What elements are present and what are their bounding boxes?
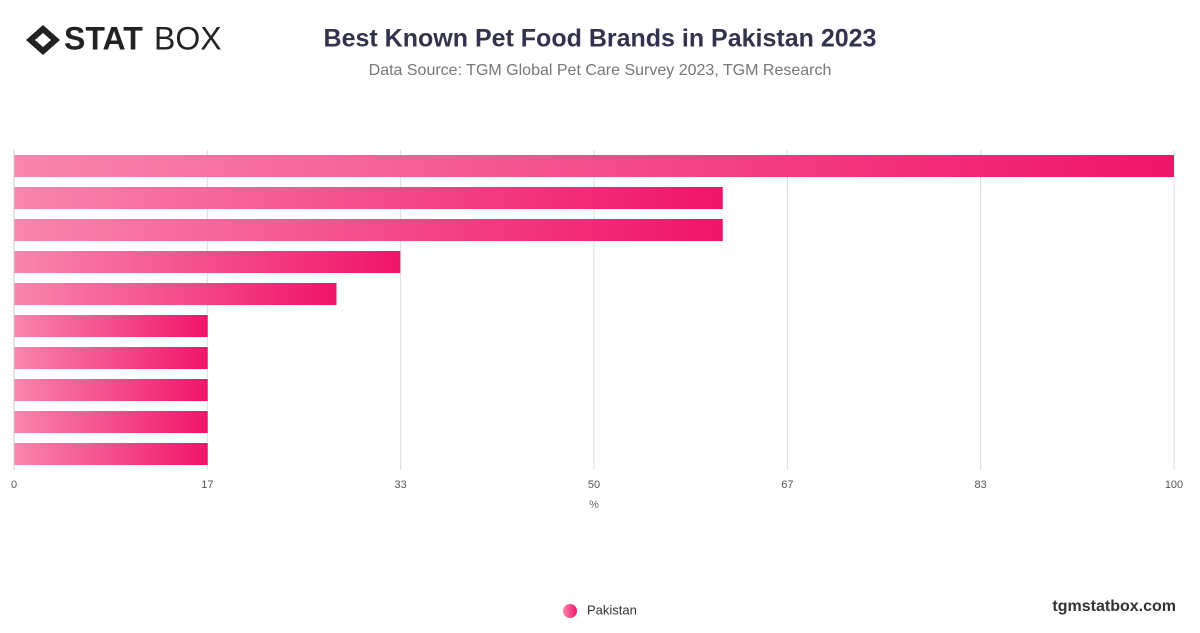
x-tick-label: 17 [201,479,213,491]
bar [14,347,208,369]
site-url: tgmstatbox.com [1052,598,1176,615]
legend-label: Pakistan [587,602,637,617]
legend-marker [563,604,577,618]
x-tick-label: 100 [1165,479,1183,491]
logo-icon [26,25,60,55]
x-tick-label: 50 [588,479,600,491]
logo: STAT BOX [26,20,222,56]
x-tick-label: 67 [781,479,793,491]
x-tick-label: 33 [395,479,407,491]
bar [14,187,723,209]
bar [14,379,208,401]
bar [14,251,401,273]
x-axis-label: % [589,499,599,511]
chart-title: Best Known Pet Food Brands in Pakistan 2… [324,25,877,53]
logo-text-bold: STAT [64,20,143,56]
bar [14,155,1174,177]
bar [14,315,208,337]
chart-subtitle: Data Source: TGM Global Pet Care Survey … [369,62,832,79]
bar [14,443,208,465]
bar [14,219,723,241]
logo-text-light: BOX [154,20,222,56]
x-tick-label: 0 [11,479,17,491]
bar [14,411,208,433]
bar [14,283,337,305]
x-tick-label: 83 [975,479,987,491]
